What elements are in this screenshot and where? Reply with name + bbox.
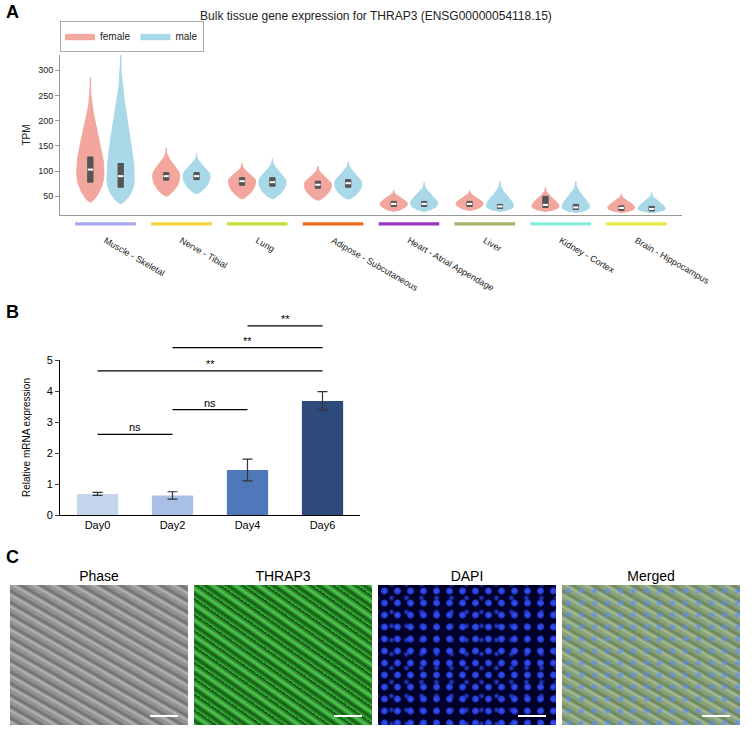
svg-text:ns: ns [204,397,216,409]
svg-text:ns: ns [129,421,141,433]
html-text:B: B [6,302,19,322]
svg-text:TPM: TPM [21,124,32,145]
svg-text:Day6: Day6 [310,519,336,531]
svg-text:3: 3 [47,416,53,428]
svg-text:**: ** [281,313,290,325]
svg-text:2: 2 [47,447,53,459]
svg-text:Day2: Day2 [160,519,186,531]
html-text:THRAP3: THRAP3 [255,568,311,584]
svg-text:Day0: Day0 [85,519,111,531]
html-text:A: A [6,2,19,22]
svg-text:Relative mRNA expression: Relative mRNA expression [21,378,32,497]
svg-text:300: 300 [38,65,53,75]
svg-text:Muscle - Skeletal: Muscle - Skeletal [102,235,166,278]
svg-text:Lung: Lung [254,235,276,254]
svg-text:Heart - Atrial Appendage: Heart - Atrial Appendage [406,235,496,293]
html-text:C: C [6,547,19,567]
svg-text:4: 4 [47,385,53,397]
svg-text:Bulk tissue gene expression fo: Bulk tissue gene expression for THRAP3 (… [200,9,552,23]
svg-text:0: 0 [47,509,53,521]
svg-text:**: ** [243,335,252,347]
svg-text:Adipose - Subcutaneous: Adipose - Subcutaneous [330,235,420,293]
svg-text:200: 200 [38,116,53,126]
svg-text:50: 50 [43,191,53,201]
svg-text:**: ** [206,358,215,370]
svg-text:female: female [100,31,130,42]
svg-text:male: male [175,31,197,42]
html-text:Merged: Merged [627,568,675,584]
svg-text:100: 100 [38,166,53,176]
svg-text:Nerve - Tibial: Nerve - Tibial [178,235,229,270]
html-text:DAPI: DAPI [450,568,484,584]
svg-text:5: 5 [47,354,53,366]
svg-text:150: 150 [38,141,53,151]
svg-text:250: 250 [38,91,53,101]
svg-text:Brain - Hippocampus: Brain - Hippocampus [633,235,711,286]
svg-text:1: 1 [47,478,53,490]
svg-text:Liver: Liver [482,235,504,253]
svg-text:Day4: Day4 [235,519,261,531]
svg-text:Kidney - Cortex: Kidney - Cortex [557,235,616,275]
html-text:Phase: Phase [79,568,119,584]
